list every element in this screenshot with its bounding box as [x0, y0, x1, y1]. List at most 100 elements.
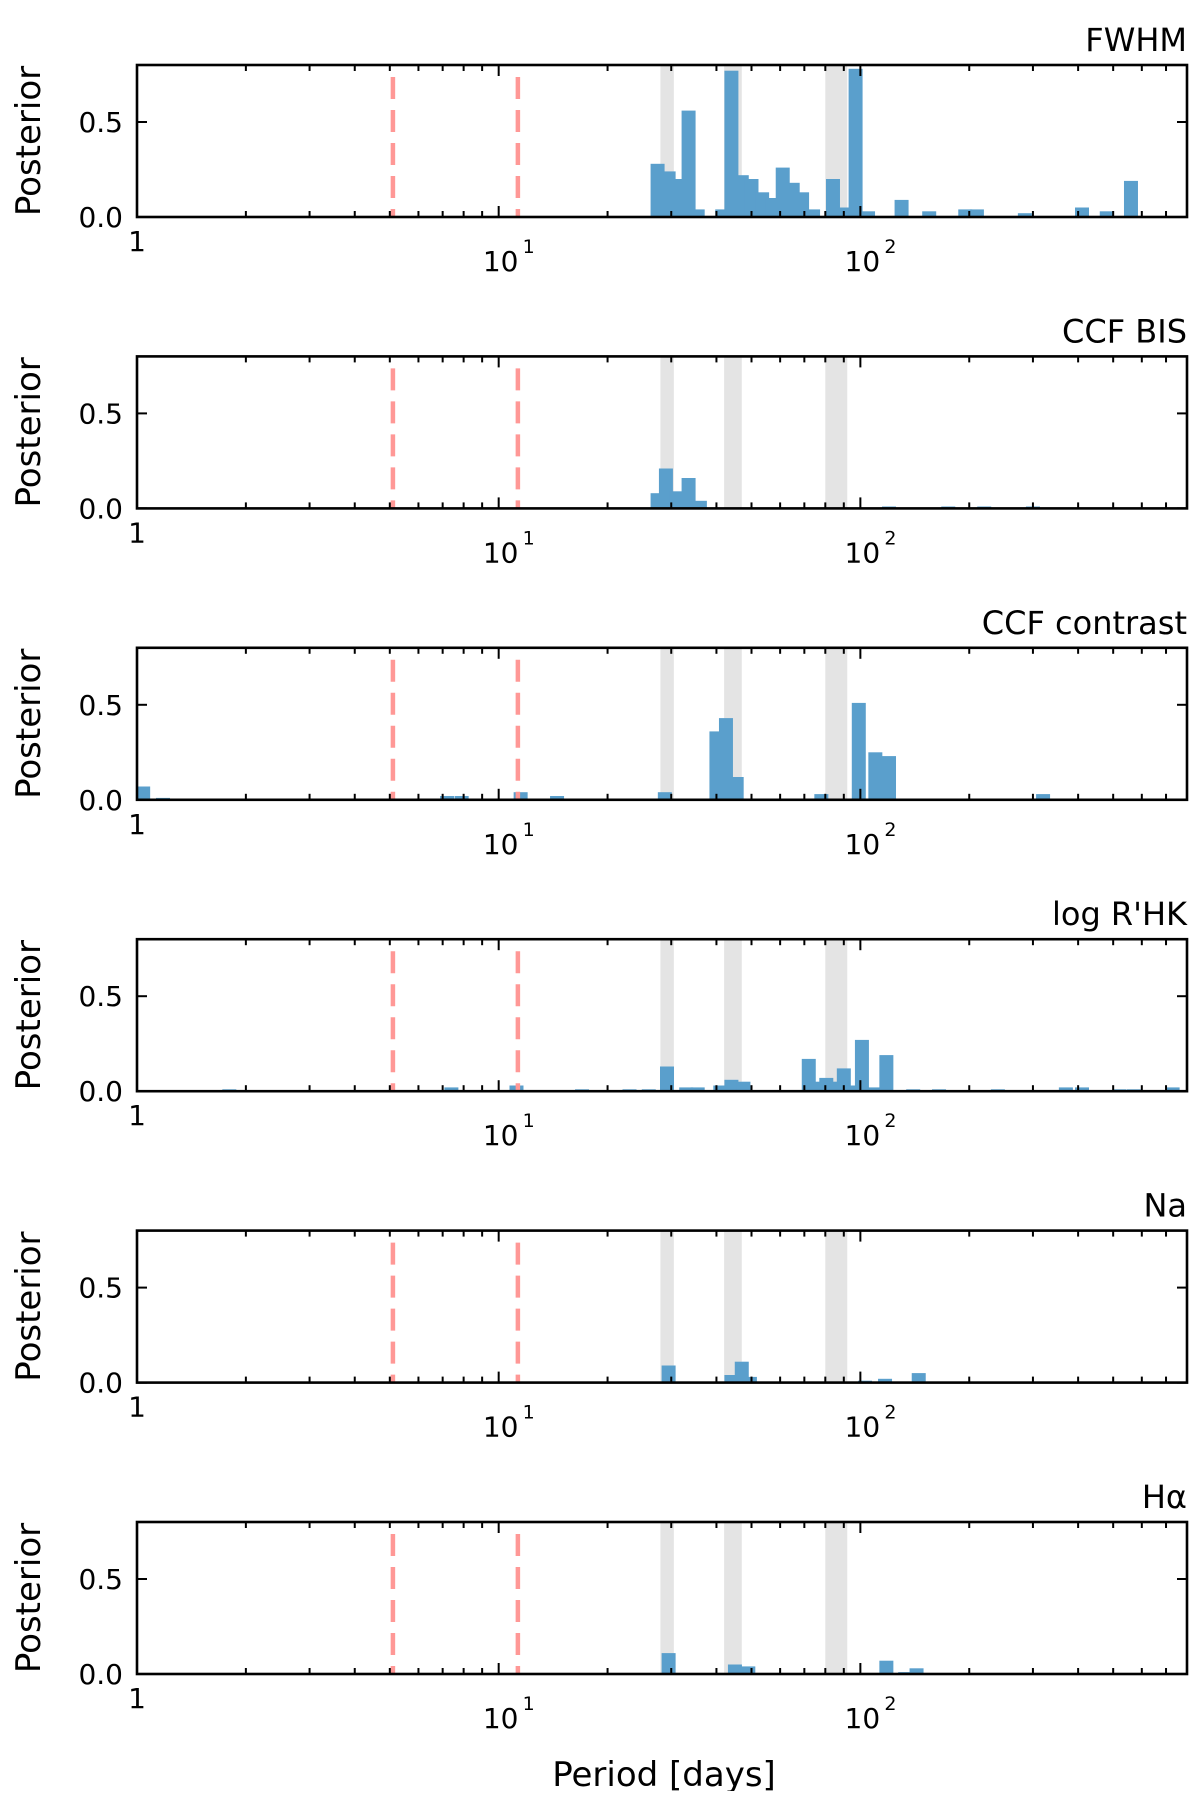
y-tick-label: 0.0: [78, 1658, 123, 1691]
histogram-bar: [909, 1668, 924, 1674]
y-tick-label: 0.5: [78, 1563, 123, 1596]
y-tick-label: 0.5: [78, 1272, 123, 1305]
histogram-bar: [854, 1039, 869, 1092]
y-tick-label: 0.5: [78, 397, 123, 430]
histogram-bar: [724, 1375, 739, 1383]
x-tick-label-base: 10: [845, 1119, 881, 1152]
histogram-bar: [454, 796, 469, 800]
shaded-band: [825, 356, 848, 509]
histogram-bar: [848, 68, 863, 217]
x-tick-label-base: 10: [483, 1411, 519, 1444]
histogram-bar: [1099, 211, 1114, 217]
x-tick-label-exponent: 1: [523, 819, 535, 841]
plot-frame: [135, 63, 1189, 219]
panel-title: CCF contrast: [982, 604, 1187, 642]
plot-frame: [135, 937, 1189, 1093]
x-tick-label-exponent: 1: [523, 1693, 535, 1715]
histogram-bar: [1075, 207, 1089, 217]
histogram-bar: [1165, 1087, 1180, 1092]
y-tick-label: 0.5: [78, 689, 123, 722]
x-tick-label: 10 2: [845, 819, 897, 861]
histogram-bar: [845, 1085, 860, 1092]
histogram-bar: [444, 1087, 459, 1092]
x-tick-label: 1: [128, 1682, 146, 1715]
histogram-bar: [742, 1376, 757, 1383]
histogram-bar: [692, 500, 707, 509]
y-axis-label: Posterior: [9, 940, 49, 1090]
x-tick-label: 1: [128, 1391, 146, 1424]
shaded-band: [724, 1522, 742, 1674]
x-tick-label-exponent: 2: [884, 527, 896, 549]
x-tick-label-base: 10: [845, 245, 881, 278]
histogram-bar: [810, 1081, 825, 1092]
x-axis-label: Period [days]: [552, 1755, 776, 1791]
histogram-bar: [806, 209, 821, 217]
histogram-bar: [958, 209, 973, 217]
histogram-bar: [136, 786, 151, 800]
panel-title: CCF BIS: [1062, 312, 1187, 350]
histogram-bar: [513, 792, 528, 800]
x-tick-label-base: 10: [845, 1702, 881, 1735]
x-tick-label-exponent: 1: [523, 527, 535, 549]
histogram-bar: [825, 179, 840, 217]
x-tick-label-base: 10: [845, 536, 881, 569]
histogram-bar: [661, 1653, 676, 1674]
histogram-bar: [661, 1365, 676, 1383]
x-tick-label-exponent: 1: [523, 236, 535, 258]
x-tick-label-exponent: 2: [884, 819, 896, 841]
histogram-bar: [879, 1055, 894, 1092]
shaded-band: [724, 1230, 742, 1383]
histogram-bar: [681, 478, 696, 509]
x-tick-label-exponent: 1: [523, 1402, 535, 1424]
y-tick-label: 0.0: [78, 201, 123, 234]
x-tick-label: 10 2: [845, 527, 897, 569]
histogram-bar: [657, 792, 672, 800]
x-tick-label: 10 1: [483, 527, 535, 569]
y-tick-label: 0.5: [78, 980, 123, 1013]
histogram-bar: [713, 1085, 728, 1092]
plot-frame: [135, 646, 1189, 802]
panel-title: log R'HK: [1052, 895, 1188, 933]
y-axis-label: Posterior: [9, 357, 49, 507]
histogram-bar: [690, 1087, 705, 1092]
plot-frame: [135, 1520, 1189, 1676]
histogram-bar: [718, 718, 733, 800]
x-tick-label: 1: [128, 808, 146, 841]
histogram-bar: [715, 209, 730, 217]
x-tick-label-base: 10: [483, 536, 519, 569]
histogram-bar: [550, 796, 565, 800]
histogram-bar: [724, 1079, 739, 1092]
y-tick-label: 0.0: [78, 1367, 123, 1400]
x-tick-label-base: 10: [845, 1411, 881, 1444]
y-tick-label: 0.0: [78, 492, 123, 525]
x-tick-label: 10 1: [483, 1110, 535, 1152]
histogram-bar: [882, 756, 897, 800]
x-tick-label: 10 2: [845, 1110, 897, 1152]
x-tick-label: 10 2: [845, 1402, 897, 1444]
y-axis-label: Posterior: [9, 1231, 49, 1381]
histogram-bar: [814, 794, 829, 800]
plot-frame: [135, 1229, 1189, 1384]
histogram-bar: [827, 1081, 842, 1092]
histogram-bar: [729, 777, 744, 800]
x-tick-label: 10 1: [483, 1402, 535, 1444]
histogram-bar: [879, 1660, 894, 1674]
histogram-bar: [440, 796, 455, 800]
x-tick-label: 1: [128, 225, 146, 258]
panel-title: Hα: [1142, 1478, 1187, 1516]
x-tick-label: 10 2: [845, 1693, 897, 1735]
y-tick-label: 0.0: [78, 1075, 123, 1108]
histogram-bar: [868, 752, 883, 800]
histogram-bar: [660, 1066, 675, 1092]
histogram-bar: [690, 209, 705, 217]
x-tick-label-exponent: 2: [884, 1110, 896, 1132]
x-tick-label-exponent: 2: [884, 1693, 896, 1715]
histogram-bar: [851, 702, 866, 800]
